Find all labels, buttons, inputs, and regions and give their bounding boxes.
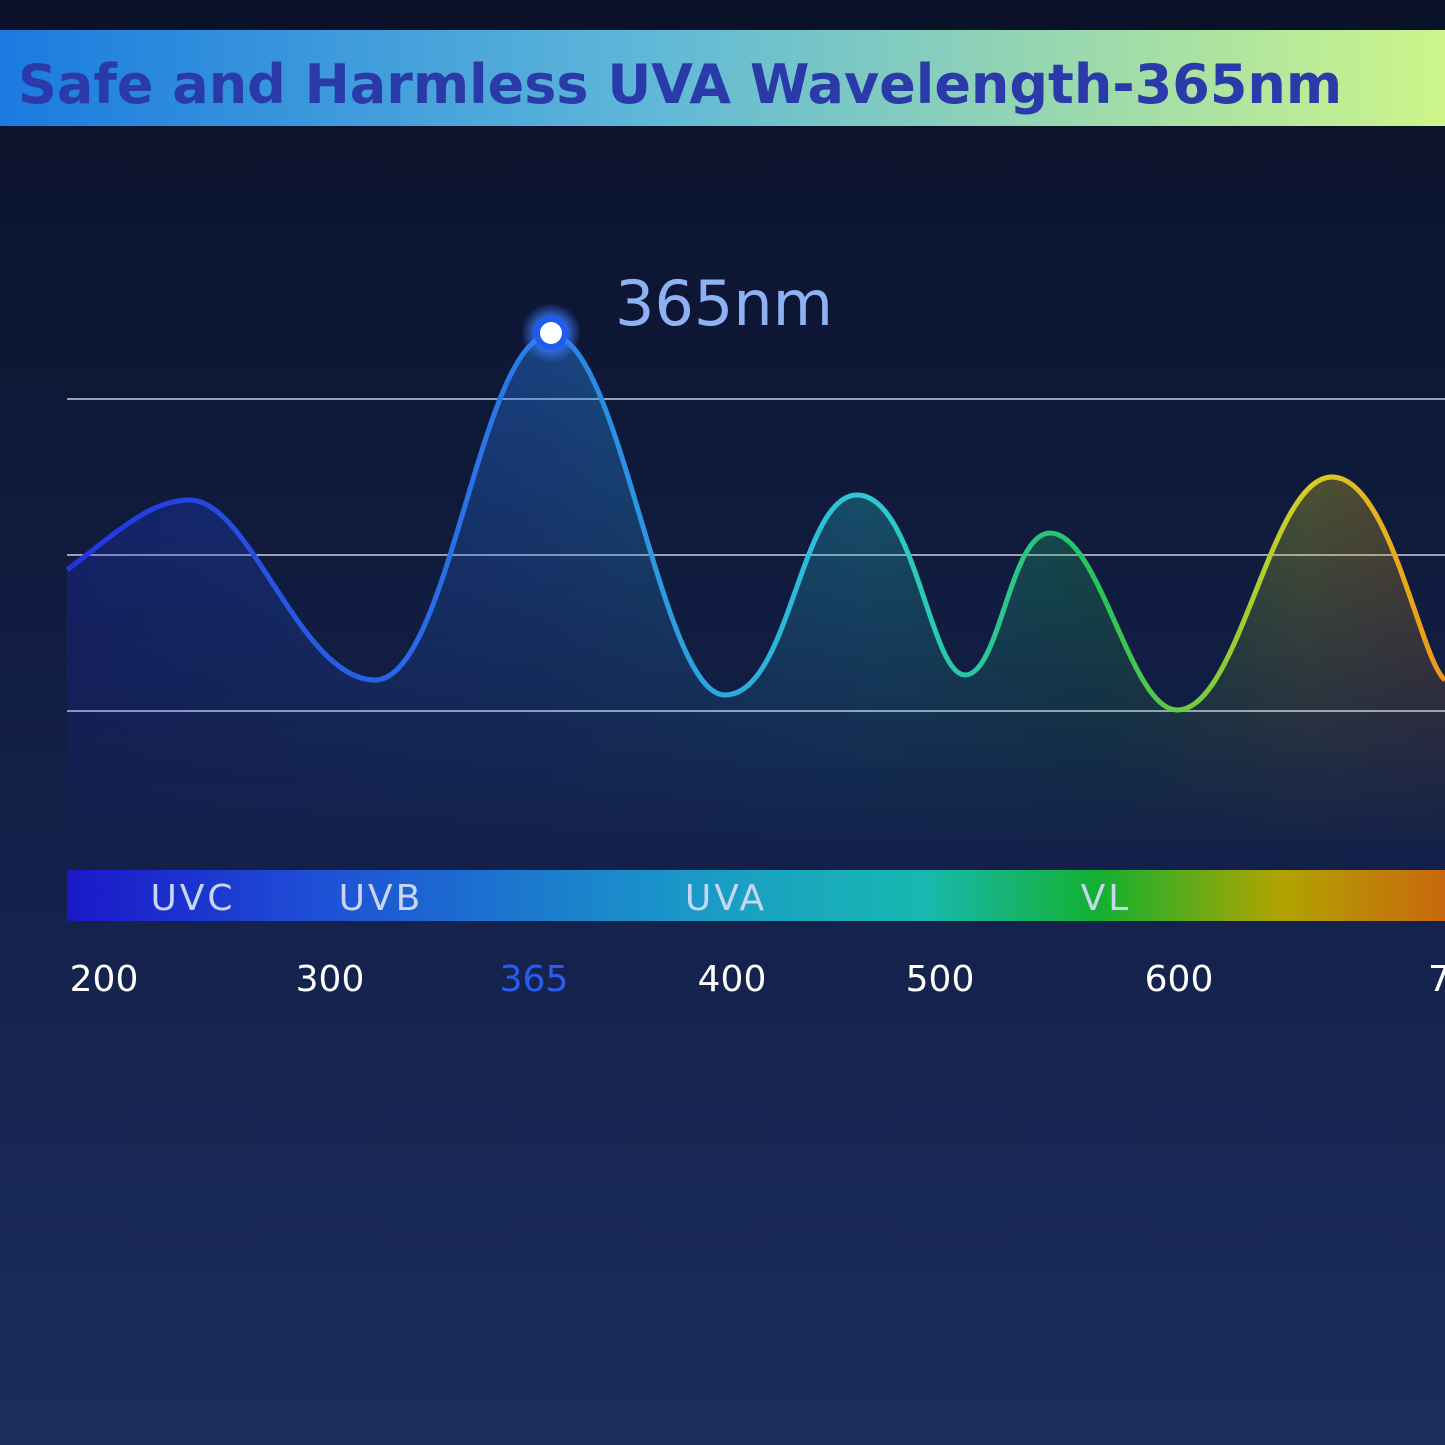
peak-dot [540, 322, 562, 344]
band-label: VL [1081, 878, 1132, 919]
band-labels: UVC UVB UVA VL [150, 878, 1132, 919]
wavelength-label: 500 [906, 959, 975, 1000]
wavelength-label-highlight: 365 [500, 959, 569, 1000]
title: Safe and Harmless UVA Wavelength-365nm [18, 53, 1342, 116]
wavelength-label: 400 [698, 959, 767, 1000]
wavelength-label: 200 [70, 959, 139, 1000]
wavelength-label: 300 [296, 959, 365, 1000]
wave-line [65, 332, 1445, 713]
wavelength-label: 600 [1145, 959, 1214, 1000]
band-label: UVB [339, 878, 424, 919]
title-bar [0, 30, 1445, 126]
wavelength-labels: 200 300 365 400 500 600 7 [70, 959, 1445, 1000]
band-bar [67, 870, 1445, 921]
wave-fill [67, 335, 1445, 860]
band-label: UVC [150, 878, 235, 919]
wavelength-label: 7 [1428, 959, 1445, 1000]
peak-label: 365nm [615, 267, 833, 340]
band-label: UVA [685, 878, 767, 919]
